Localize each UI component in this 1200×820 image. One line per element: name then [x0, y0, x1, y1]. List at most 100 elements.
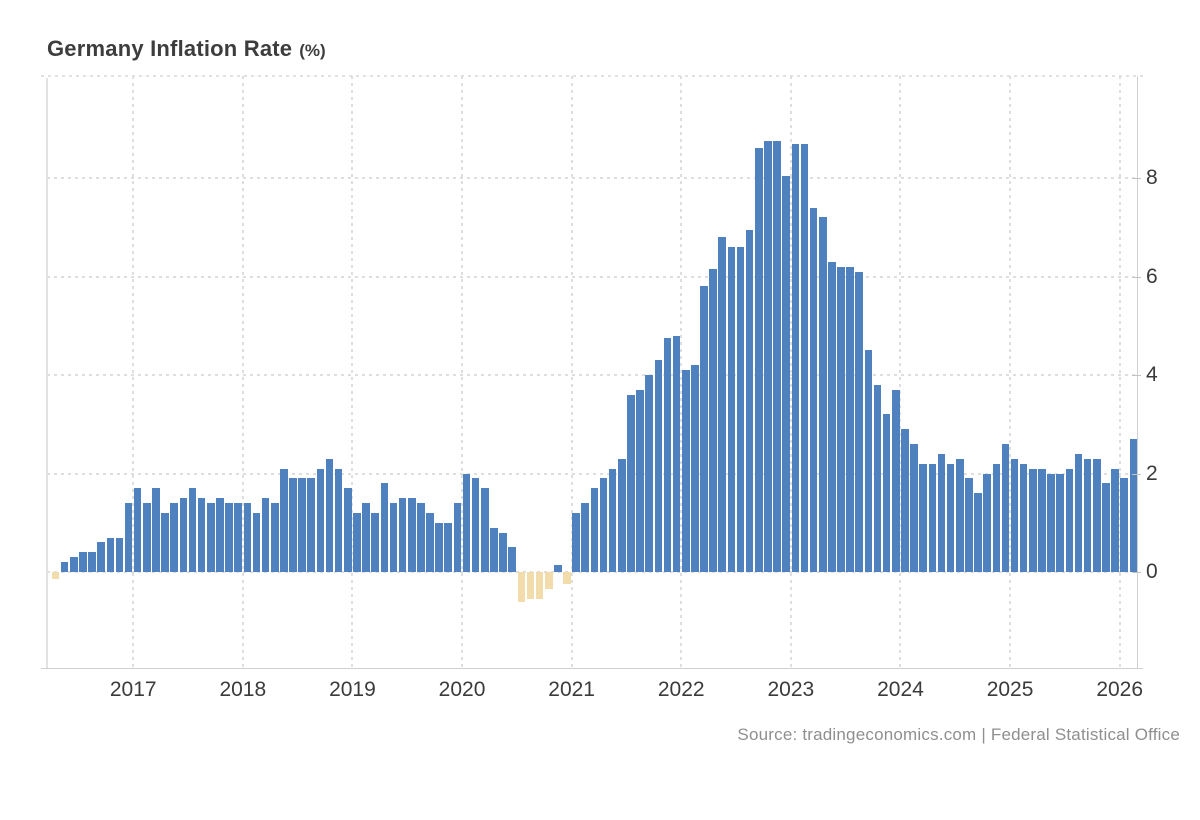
inflation-bar-2021-m12[interactable] — [672, 335, 681, 572]
inflation-bar-2020-m1[interactable] — [462, 473, 471, 572]
inflation-bar-2022-m12[interactable] — [782, 175, 790, 572]
inflation-bar-2017-m11[interactable] — [225, 503, 233, 572]
inflation-bar-2016-m6[interactable] — [97, 542, 105, 572]
inflation-bar-2025-m6[interactable] — [1056, 473, 1065, 572]
inflation-bar-2022-m6[interactable] — [727, 246, 736, 572]
inflation-bar-2025-m3[interactable] — [1029, 468, 1037, 572]
inflation-bar-2017-m1[interactable] — [133, 488, 142, 572]
inflation-bar-2026-m2[interactable] — [1129, 439, 1138, 572]
inflation-bar-2016-m4[interactable] — [79, 552, 87, 572]
inflation-bar-2023-m2[interactable] — [800, 143, 809, 572]
inflation-bar-2023-m10[interactable] — [873, 384, 882, 572]
inflation-bar-2023-m3[interactable] — [809, 207, 818, 572]
inflation-bar-2018-m9[interactable] — [316, 468, 325, 572]
inflation-bar-2018-m8[interactable] — [307, 478, 316, 572]
inflation-bar-2019-m4[interactable] — [380, 483, 389, 572]
inflation-bar-2017-m9[interactable] — [206, 503, 215, 572]
inflation-bar-2016-m5[interactable] — [88, 552, 96, 572]
inflation-bar-2021-m2[interactable] — [581, 503, 590, 572]
inflation-bar-2019-m6[interactable] — [398, 498, 407, 572]
inflation-bar-2021-m11[interactable] — [663, 338, 672, 572]
inflation-bar-2018-m2[interactable] — [252, 512, 261, 572]
inflation-bar-2024-m9[interactable] — [974, 493, 982, 572]
inflation-bar-2023-m1[interactable] — [791, 143, 800, 572]
inflation-bar-2024-m4[interactable] — [928, 463, 937, 572]
inflation-bar-2017-m10[interactable] — [216, 498, 224, 572]
inflation-bar-2019-m1[interactable] — [353, 512, 361, 572]
inflation-bar-2018-m11[interactable] — [334, 468, 343, 572]
inflation-bar-2018-m3[interactable] — [261, 498, 270, 572]
inflation-bar-2024-m12[interactable] — [1001, 443, 1010, 572]
inflation-bar-2024-m7[interactable] — [955, 458, 964, 572]
inflation-bar-2017-m5[interactable] — [170, 503, 179, 572]
inflation-bar-2023-m7[interactable] — [846, 266, 854, 572]
inflation-bar-2025-m12[interactable] — [1111, 468, 1119, 572]
inflation-bar-2019-m9[interactable] — [426, 512, 434, 572]
inflation-bar-2025-m7[interactable] — [1065, 468, 1074, 572]
inflation-bar-2016-m9[interactable] — [124, 503, 133, 572]
inflation-bar-2021-m6[interactable] — [618, 458, 626, 572]
inflation-bar-2022-m9[interactable] — [755, 148, 763, 572]
inflation-bar-2025-m2[interactable] — [1019, 463, 1028, 572]
inflation-bar-2017-m7[interactable] — [188, 488, 197, 572]
inflation-bar-2022-m10[interactable] — [764, 141, 772, 572]
inflation-bar-2024-m3[interactable] — [919, 463, 928, 572]
inflation-bar-2025-m1[interactable] — [1010, 458, 1019, 572]
inflation-bar-2020-m4[interactable] — [490, 527, 498, 572]
inflation-bar-2016-m8[interactable] — [115, 537, 124, 572]
inflation-bar-2016-m7[interactable] — [106, 537, 115, 572]
inflation-bar-2020-m2[interactable] — [471, 478, 480, 572]
inflation-bar-2019-m7[interactable] — [407, 498, 416, 572]
inflation-bar-2024-m2[interactable] — [910, 443, 918, 572]
inflation-bar-2024-m5[interactable] — [937, 453, 946, 572]
inflation-bar-2018-m10[interactable] — [325, 458, 334, 572]
inflation-bar-2019-m12[interactable] — [453, 503, 462, 572]
inflation-bar-2019-m11[interactable] — [444, 522, 453, 572]
inflation-bar-2021-m9[interactable] — [645, 375, 653, 572]
inflation-bar-2016-m1[interactable] — [51, 572, 60, 580]
inflation-bar-2022-m11[interactable] — [773, 141, 781, 572]
inflation-bar-2020-m7[interactable] — [517, 572, 526, 602]
inflation-bar-2026-m1[interactable] — [1120, 478, 1128, 572]
inflation-bar-2019-m8[interactable] — [417, 503, 425, 572]
inflation-bar-2019-m5[interactable] — [389, 503, 398, 572]
inflation-bar-2022-m1[interactable] — [681, 370, 690, 572]
inflation-bar-2022-m3[interactable] — [700, 286, 708, 572]
inflation-bar-2021-m3[interactable] — [590, 488, 599, 572]
inflation-bar-2017-m6[interactable] — [179, 498, 188, 572]
inflation-bar-2020-m12[interactable] — [563, 572, 571, 585]
inflation-bar-2021-m4[interactable] — [599, 478, 608, 572]
inflation-bar-2016-m3[interactable] — [69, 557, 78, 572]
inflation-bar-2023-m5[interactable] — [828, 261, 836, 572]
inflation-bar-2025-m5[interactable] — [1047, 473, 1055, 572]
inflation-bar-2023-m8[interactable] — [855, 271, 864, 572]
inflation-bar-2020-m10[interactable] — [544, 572, 553, 590]
inflation-bar-2020-m9[interactable] — [535, 572, 544, 600]
inflation-bar-2021-m5[interactable] — [608, 468, 617, 572]
inflation-bar-2016-m2[interactable] — [60, 562, 69, 572]
inflation-bar-2024-m10[interactable] — [983, 473, 991, 572]
inflation-bar-2022-m2[interactable] — [691, 365, 699, 572]
inflation-bar-2022-m7[interactable] — [736, 246, 745, 572]
inflation-bar-2018-m4[interactable] — [270, 503, 279, 572]
inflation-bar-2023-m4[interactable] — [818, 217, 827, 572]
inflation-bar-2025-m10[interactable] — [1092, 458, 1101, 572]
inflation-bar-2017-m4[interactable] — [161, 512, 169, 572]
inflation-bar-2020-m5[interactable] — [499, 532, 507, 572]
inflation-bar-2024-m11[interactable] — [992, 463, 1001, 572]
inflation-bar-2024-m6[interactable] — [946, 463, 955, 572]
inflation-bar-2023-m9[interactable] — [864, 350, 873, 572]
inflation-bar-2017-m12[interactable] — [234, 503, 242, 572]
inflation-bar-2020-m6[interactable] — [508, 547, 516, 572]
inflation-bar-2018-m1[interactable] — [243, 503, 252, 572]
inflation-bar-2019-m10[interactable] — [435, 522, 443, 572]
inflation-bar-2024-m8[interactable] — [965, 478, 973, 572]
inflation-bar-2023-m11[interactable] — [882, 414, 891, 572]
inflation-bar-2019-m3[interactable] — [371, 512, 379, 572]
inflation-bar-2021-m7[interactable] — [627, 394, 635, 572]
inflation-bar-2018-m7[interactable] — [298, 478, 306, 572]
inflation-bar-2022-m5[interactable] — [718, 237, 727, 572]
inflation-bar-2020-m11[interactable] — [554, 564, 562, 572]
inflation-bar-2025-m11[interactable] — [1102, 483, 1110, 572]
inflation-bar-2023-m6[interactable] — [837, 266, 845, 572]
